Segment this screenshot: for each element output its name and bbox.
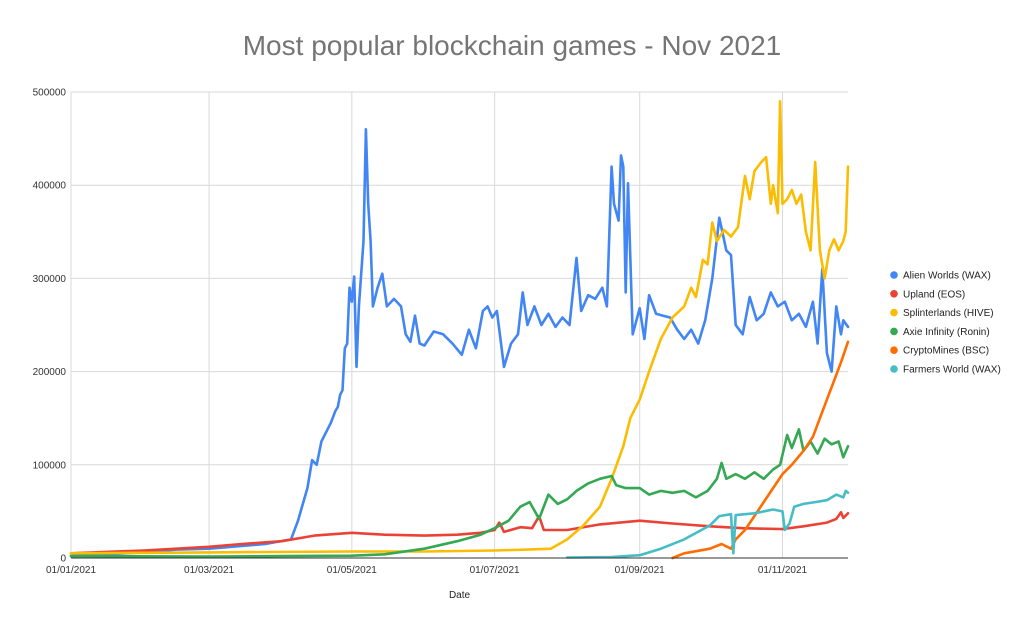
y-tick-label: 300000 <box>33 274 67 285</box>
series-line-2 <box>69 100 850 555</box>
legend: Alien Worlds (WAX) Upland (EOS) Splinterla… <box>890 271 1001 376</box>
legend-label: Upland (EOS) <box>903 289 965 300</box>
x-tick-label: 01/07/2021 <box>470 565 520 576</box>
legend-swatch <box>890 308 898 317</box>
legend-swatch <box>890 365 898 373</box>
legend-label: CryptoMines (BSC) <box>903 346 989 357</box>
gridlines <box>70 91 848 558</box>
y-axis-ticks: 0 100000 200000 300000 400000 500000 <box>33 88 67 565</box>
y-tick-label: 200000 <box>33 367 67 378</box>
legend-label: Farmers World (WAX) <box>903 365 1001 376</box>
legend-label: Splinterlands (HIVE) <box>903 308 994 319</box>
chart-title: Most popular blockchain games - Nov 2021 <box>242 30 782 61</box>
series-line-1 <box>69 510 850 555</box>
legend-swatch <box>890 346 898 355</box>
x-tick-label: 01/05/2021 <box>327 565 377 576</box>
y-tick-label: 500000 <box>33 88 67 99</box>
series-line-3 <box>69 428 850 558</box>
legend-swatch <box>890 271 898 279</box>
series-line-5 <box>565 489 850 559</box>
y-tick-label: 100000 <box>33 460 67 471</box>
y-tick-label: 400000 <box>33 181 67 192</box>
legend-swatch <box>890 290 898 298</box>
x-axis-title: Date <box>449 590 471 601</box>
x-tick-label: 01/09/2021 <box>615 565 665 576</box>
x-tick-label: 01/01/2021 <box>46 565 96 576</box>
legend-swatch <box>890 327 898 336</box>
series-line-0 <box>69 128 850 558</box>
legend-label: Axie Infinity (Ronin) <box>903 327 990 338</box>
y-tick-label: 0 <box>60 554 66 565</box>
x-axis-ticks: 01/01/2021 01/03/2021 01/05/2021 01/07/2021… <box>46 565 808 576</box>
x-tick-label: 01/11/2021 <box>758 565 808 576</box>
series-line-4 <box>671 340 850 560</box>
legend-label: Alien Worlds (WAX) <box>903 271 991 282</box>
series-lines <box>69 100 850 560</box>
x-tick-label: 01/03/2021 <box>184 565 234 576</box>
